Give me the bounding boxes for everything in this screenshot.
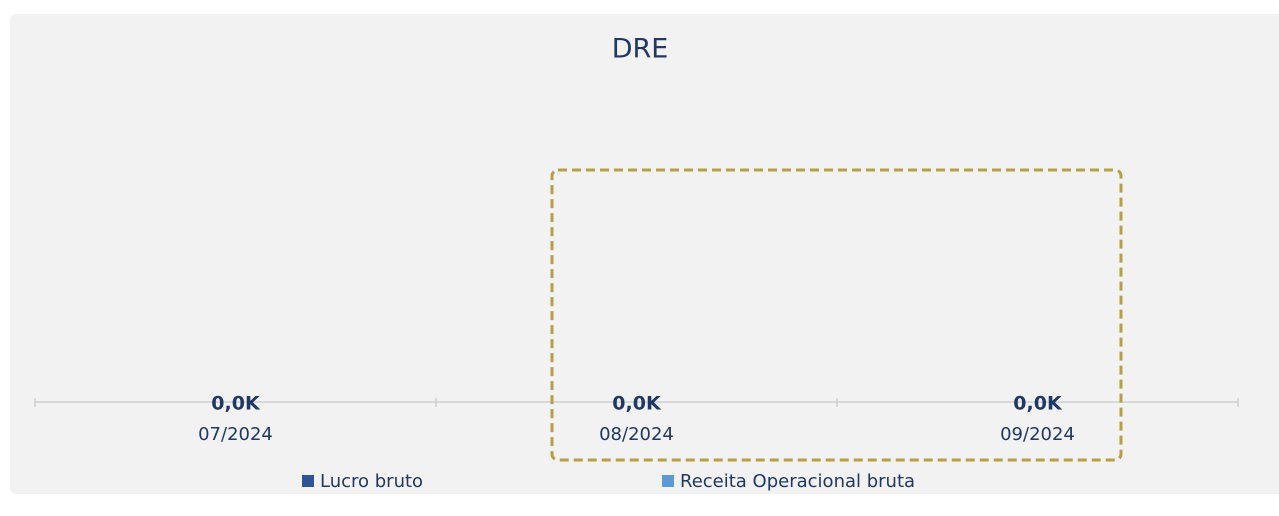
chart-title: DRE [612, 34, 669, 65]
x-tick-label: 08/2024 [599, 424, 674, 445]
legend-label: Receita Operacional bruta [680, 471, 915, 492]
legend-swatch [302, 475, 314, 487]
value-label: 0,0K [612, 393, 662, 415]
selection-highlight [550, 168, 1123, 462]
legend-swatch [662, 475, 674, 487]
x-tick-label: 09/2024 [1000, 424, 1075, 445]
chart-area [10, 14, 1279, 494]
legend-label: Lucro bruto [320, 471, 423, 492]
value-label: 0,0K [211, 393, 261, 415]
value-label: 0,0K [1013, 393, 1063, 415]
x-tick-label: 07/2024 [198, 424, 273, 445]
